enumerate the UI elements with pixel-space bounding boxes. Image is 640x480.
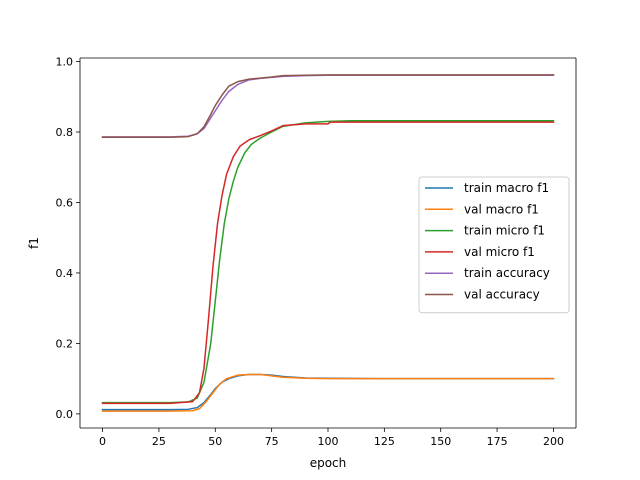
y-tick-label: 0.8 <box>56 126 74 139</box>
legend-label: val macro f1 <box>464 202 539 216</box>
x-tick-label: 200 <box>543 435 564 448</box>
legend-frame <box>418 176 570 314</box>
series-line-val-micro-f1 <box>101 121 555 405</box>
ticks-layer: 0 25 50 75 100 125 150 175 200 0.0 0.2 0.4 0.6 0.8 1.0 <box>56 56 564 448</box>
x-axis-label: epoch <box>310 456 347 470</box>
x-tick-label: 175 <box>487 435 508 448</box>
x-tick-label: 150 <box>430 435 451 448</box>
legend-label: train macro f1 <box>464 181 549 195</box>
x-tick-label: 125 <box>374 435 395 448</box>
x-tick-label: 100 <box>318 435 339 448</box>
x-tick-label: 0 <box>99 435 106 448</box>
legend-label: train micro f1 <box>464 224 545 238</box>
x-tick-label: 75 <box>265 435 279 448</box>
legend: train macro f1 val macro f1 train micro f1… <box>418 176 570 314</box>
legend-label: train accuracy <box>464 266 550 280</box>
legend-label: val accuracy <box>464 288 540 302</box>
y-tick-label: 0.4 <box>56 267 74 280</box>
y-tick-label: 0.0 <box>56 408 74 421</box>
series-line-val-macro-f1 <box>101 373 555 412</box>
x-tick-label: 25 <box>152 435 166 448</box>
y-tick-label: 1.0 <box>56 56 74 69</box>
series-layer <box>101 74 555 412</box>
legend-label: val micro f1 <box>464 245 535 259</box>
x-tick-label: 50 <box>208 435 222 448</box>
y-tick-label: 0.2 <box>56 337 74 350</box>
y-tick-label: 0.6 <box>56 196 74 209</box>
series-line-val-accuracy <box>101 74 555 139</box>
y-axis-label: f1 <box>27 237 41 249</box>
